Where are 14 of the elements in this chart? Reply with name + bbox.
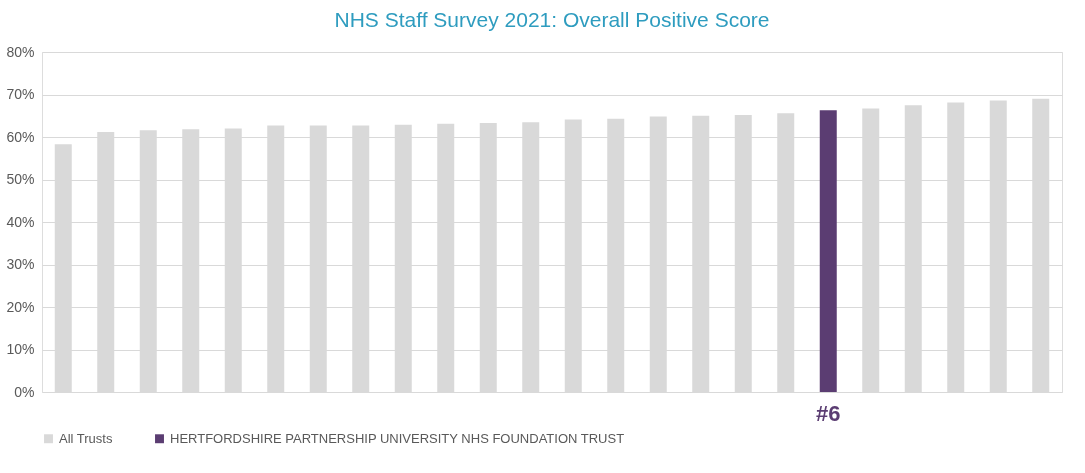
legend-label: HERTFORDSHIRE PARTNERSHIP UNIVERSITY NHS FOUNDATION TRUST	[170, 430, 625, 446]
legend-label: All Trusts	[59, 430, 113, 446]
bar	[819, 110, 837, 392]
y-tick-label: 0%	[14, 383, 35, 400]
text: #6	[816, 401, 841, 426]
y-tick-label: 20%	[6, 298, 35, 315]
y-tick-label: 70%	[6, 86, 35, 102]
y-tick-label: 50%	[6, 171, 35, 187]
y-tick-label: 30%	[6, 256, 35, 272]
y-tick-label: 10%	[6, 341, 35, 357]
y-tick-label: 80%	[6, 43, 35, 60]
y-tick-label: 60%	[6, 128, 35, 145]
chart-title: NHS Staff Survey 2021: Overall Positive Score	[334, 8, 770, 31]
y-tick-label: 40%	[6, 213, 35, 230]
